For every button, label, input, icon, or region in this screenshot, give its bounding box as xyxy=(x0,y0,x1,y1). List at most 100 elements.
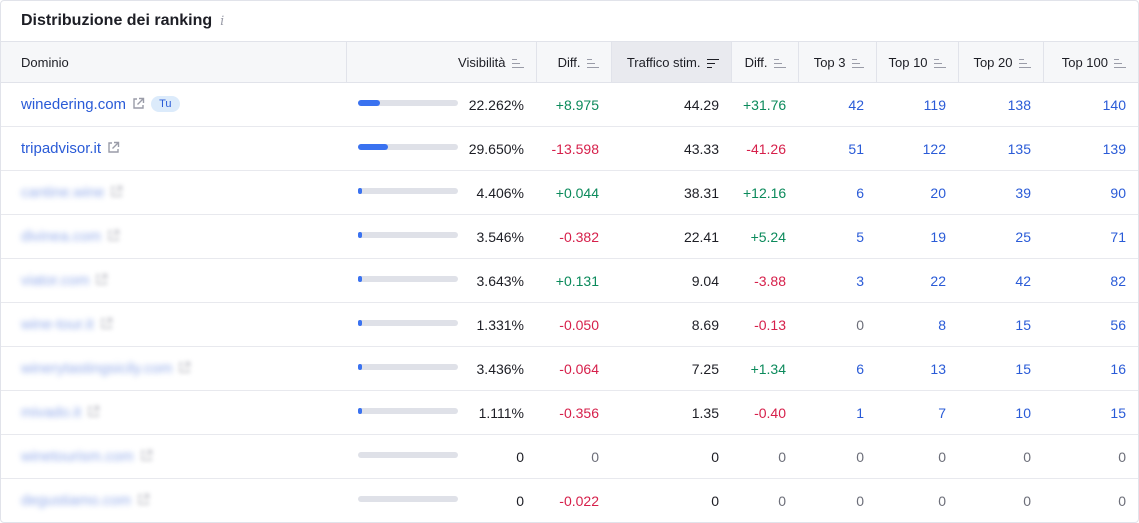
top3-count[interactable]: 3 xyxy=(798,258,876,303)
top10-count[interactable]: 119 xyxy=(876,82,958,127)
sort-icon[interactable] xyxy=(511,58,524,69)
domain-cell: degustiamo.com xyxy=(1,479,346,523)
external-link-icon[interactable] xyxy=(100,317,113,330)
top20-count: 0 xyxy=(1023,492,1031,509)
traffic-diff: -0.40 xyxy=(731,390,798,435)
top100-count[interactable]: 56 xyxy=(1043,302,1138,347)
top3-count[interactable]: 6 xyxy=(798,346,876,391)
domain-cell: wine-tour.it xyxy=(1,302,346,347)
top20-count[interactable]: 138 xyxy=(958,82,1043,127)
traffic-value: 8.69 xyxy=(611,302,731,347)
top10-count[interactable]: 19 xyxy=(876,214,958,259)
col-header-top20[interactable]: Top 20 xyxy=(957,41,1043,83)
top20-count[interactable]: 15 xyxy=(958,302,1043,347)
visibility-cell: 22.262% xyxy=(346,82,536,127)
top3-count[interactable]: 5 xyxy=(798,214,876,259)
external-link-icon[interactable] xyxy=(110,185,123,198)
domain-link[interactable]: viator.com xyxy=(21,272,90,289)
visibility-diff: -0.050 xyxy=(536,302,611,347)
top3-count[interactable]: 42 xyxy=(798,82,876,127)
visibility-value: 4.406% xyxy=(476,184,524,201)
col-header-top3[interactable]: Top 3 xyxy=(797,41,876,83)
top10-count[interactable]: 13 xyxy=(876,346,958,391)
sort-icon[interactable] xyxy=(851,58,864,69)
domain-link[interactable]: degustiamo.com xyxy=(21,492,132,509)
top3-count[interactable]: 6 xyxy=(798,170,876,215)
visibility-cell: 0 xyxy=(346,434,536,479)
top3-count[interactable]: 51 xyxy=(798,126,876,171)
top100-count[interactable]: 140 xyxy=(1043,82,1138,127)
top20-count[interactable]: 10 xyxy=(958,390,1043,435)
top20-count[interactable]: 42 xyxy=(958,258,1043,303)
top3-count[interactable]: 1 xyxy=(798,390,876,435)
top100-count[interactable]: 15 xyxy=(1043,390,1138,435)
table-row: degustiamo.com 0 -0.022 0 0 0 0 0 0 xyxy=(1,479,1138,523)
domain-link[interactable]: mivado.it xyxy=(21,404,82,421)
external-link-icon[interactable] xyxy=(87,405,100,418)
visibility-value: 0 xyxy=(516,448,524,465)
external-link-icon[interactable] xyxy=(95,273,108,286)
top100-count[interactable]: 82 xyxy=(1043,258,1138,303)
traffic-diff: -3.88 xyxy=(731,258,798,303)
sort-icon[interactable] xyxy=(1114,58,1126,69)
visibility-cell: 1.331% xyxy=(346,302,536,347)
top3-count: 0 xyxy=(798,434,876,479)
top20-count[interactable]: 135 xyxy=(958,126,1043,171)
visibility-bar-fill xyxy=(358,275,362,282)
col-header-diff-traffic[interactable]: Diff. xyxy=(730,41,798,83)
col-header-top100[interactable]: Top 100 xyxy=(1042,41,1138,83)
top10-count[interactable]: 8 xyxy=(876,302,958,347)
traffic-value: 44.29 xyxy=(611,82,731,127)
table-row: tripadvisor.it 29.650% -13.598 43.33 -41.26 5… xyxy=(1,126,1138,171)
domain-link[interactable]: winetourism.com xyxy=(21,448,134,465)
traffic-value: 38.31 xyxy=(611,170,731,215)
domain-cell: winedering.com Tu xyxy=(1,82,346,127)
top100-count[interactable]: 16 xyxy=(1043,346,1138,391)
visibility-cell: 0 xyxy=(346,479,536,523)
external-link-icon[interactable] xyxy=(140,449,153,462)
external-link-icon[interactable] xyxy=(107,141,120,154)
top10-count[interactable]: 7 xyxy=(876,390,958,435)
traffic-diff: +1.34 xyxy=(731,346,798,391)
top20-count[interactable]: 15 xyxy=(958,346,1043,391)
domain-cell: mivado.it xyxy=(1,390,346,435)
domain-link[interactable]: wine-tour.it xyxy=(21,316,94,333)
col-header-visibility[interactable]: Visibilità xyxy=(345,41,536,83)
top10-count[interactable]: 22 xyxy=(876,258,958,303)
sort-descending-icon[interactable] xyxy=(706,58,719,69)
external-link-icon[interactable] xyxy=(132,97,145,110)
you-badge: Tu xyxy=(151,96,180,112)
info-icon[interactable]: i xyxy=(220,13,225,29)
external-link-icon[interactable] xyxy=(137,493,150,506)
domain-link[interactable]: winedering.com xyxy=(21,96,127,113)
sort-icon[interactable] xyxy=(773,58,786,69)
col-header-traffic[interactable]: Traffico stim. xyxy=(610,41,731,83)
top100-count[interactable]: 71 xyxy=(1043,214,1138,259)
col-header-diff-visibility[interactable]: Diff. xyxy=(535,41,611,83)
domain-link[interactable]: tripadvisor.it xyxy=(21,140,102,157)
sort-icon[interactable] xyxy=(933,58,946,69)
domain-link[interactable]: divinea.com xyxy=(21,228,102,245)
top20-count: 0 xyxy=(958,434,1043,479)
visibility-bar xyxy=(358,143,458,150)
sort-icon[interactable] xyxy=(1018,58,1031,69)
traffic-value: 0 xyxy=(611,434,731,479)
top100-count[interactable]: 139 xyxy=(1043,126,1138,171)
domain-cell: cantine.wine xyxy=(1,170,346,215)
top20-count[interactable]: 39 xyxy=(958,170,1043,215)
external-link-icon[interactable] xyxy=(178,361,191,374)
visibility-bar-fill xyxy=(358,143,388,150)
top100-count[interactable]: 90 xyxy=(1043,170,1138,215)
top20-count[interactable]: 25 xyxy=(958,214,1043,259)
external-link-icon[interactable] xyxy=(107,229,120,242)
domain-link[interactable]: winerytastingsicily.com xyxy=(21,360,173,377)
visibility-diff: 0 xyxy=(536,434,611,479)
top10-count[interactable]: 122 xyxy=(876,126,958,171)
col-header-top10[interactable]: Top 10 xyxy=(875,41,958,83)
traffic-value: 7.25 xyxy=(611,346,731,391)
visibility-diff: +0.044 xyxy=(536,170,611,215)
visibility-value: 0 xyxy=(516,492,524,509)
sort-icon[interactable] xyxy=(586,58,599,69)
domain-link[interactable]: cantine.wine xyxy=(21,184,105,201)
top10-count[interactable]: 20 xyxy=(876,170,958,215)
